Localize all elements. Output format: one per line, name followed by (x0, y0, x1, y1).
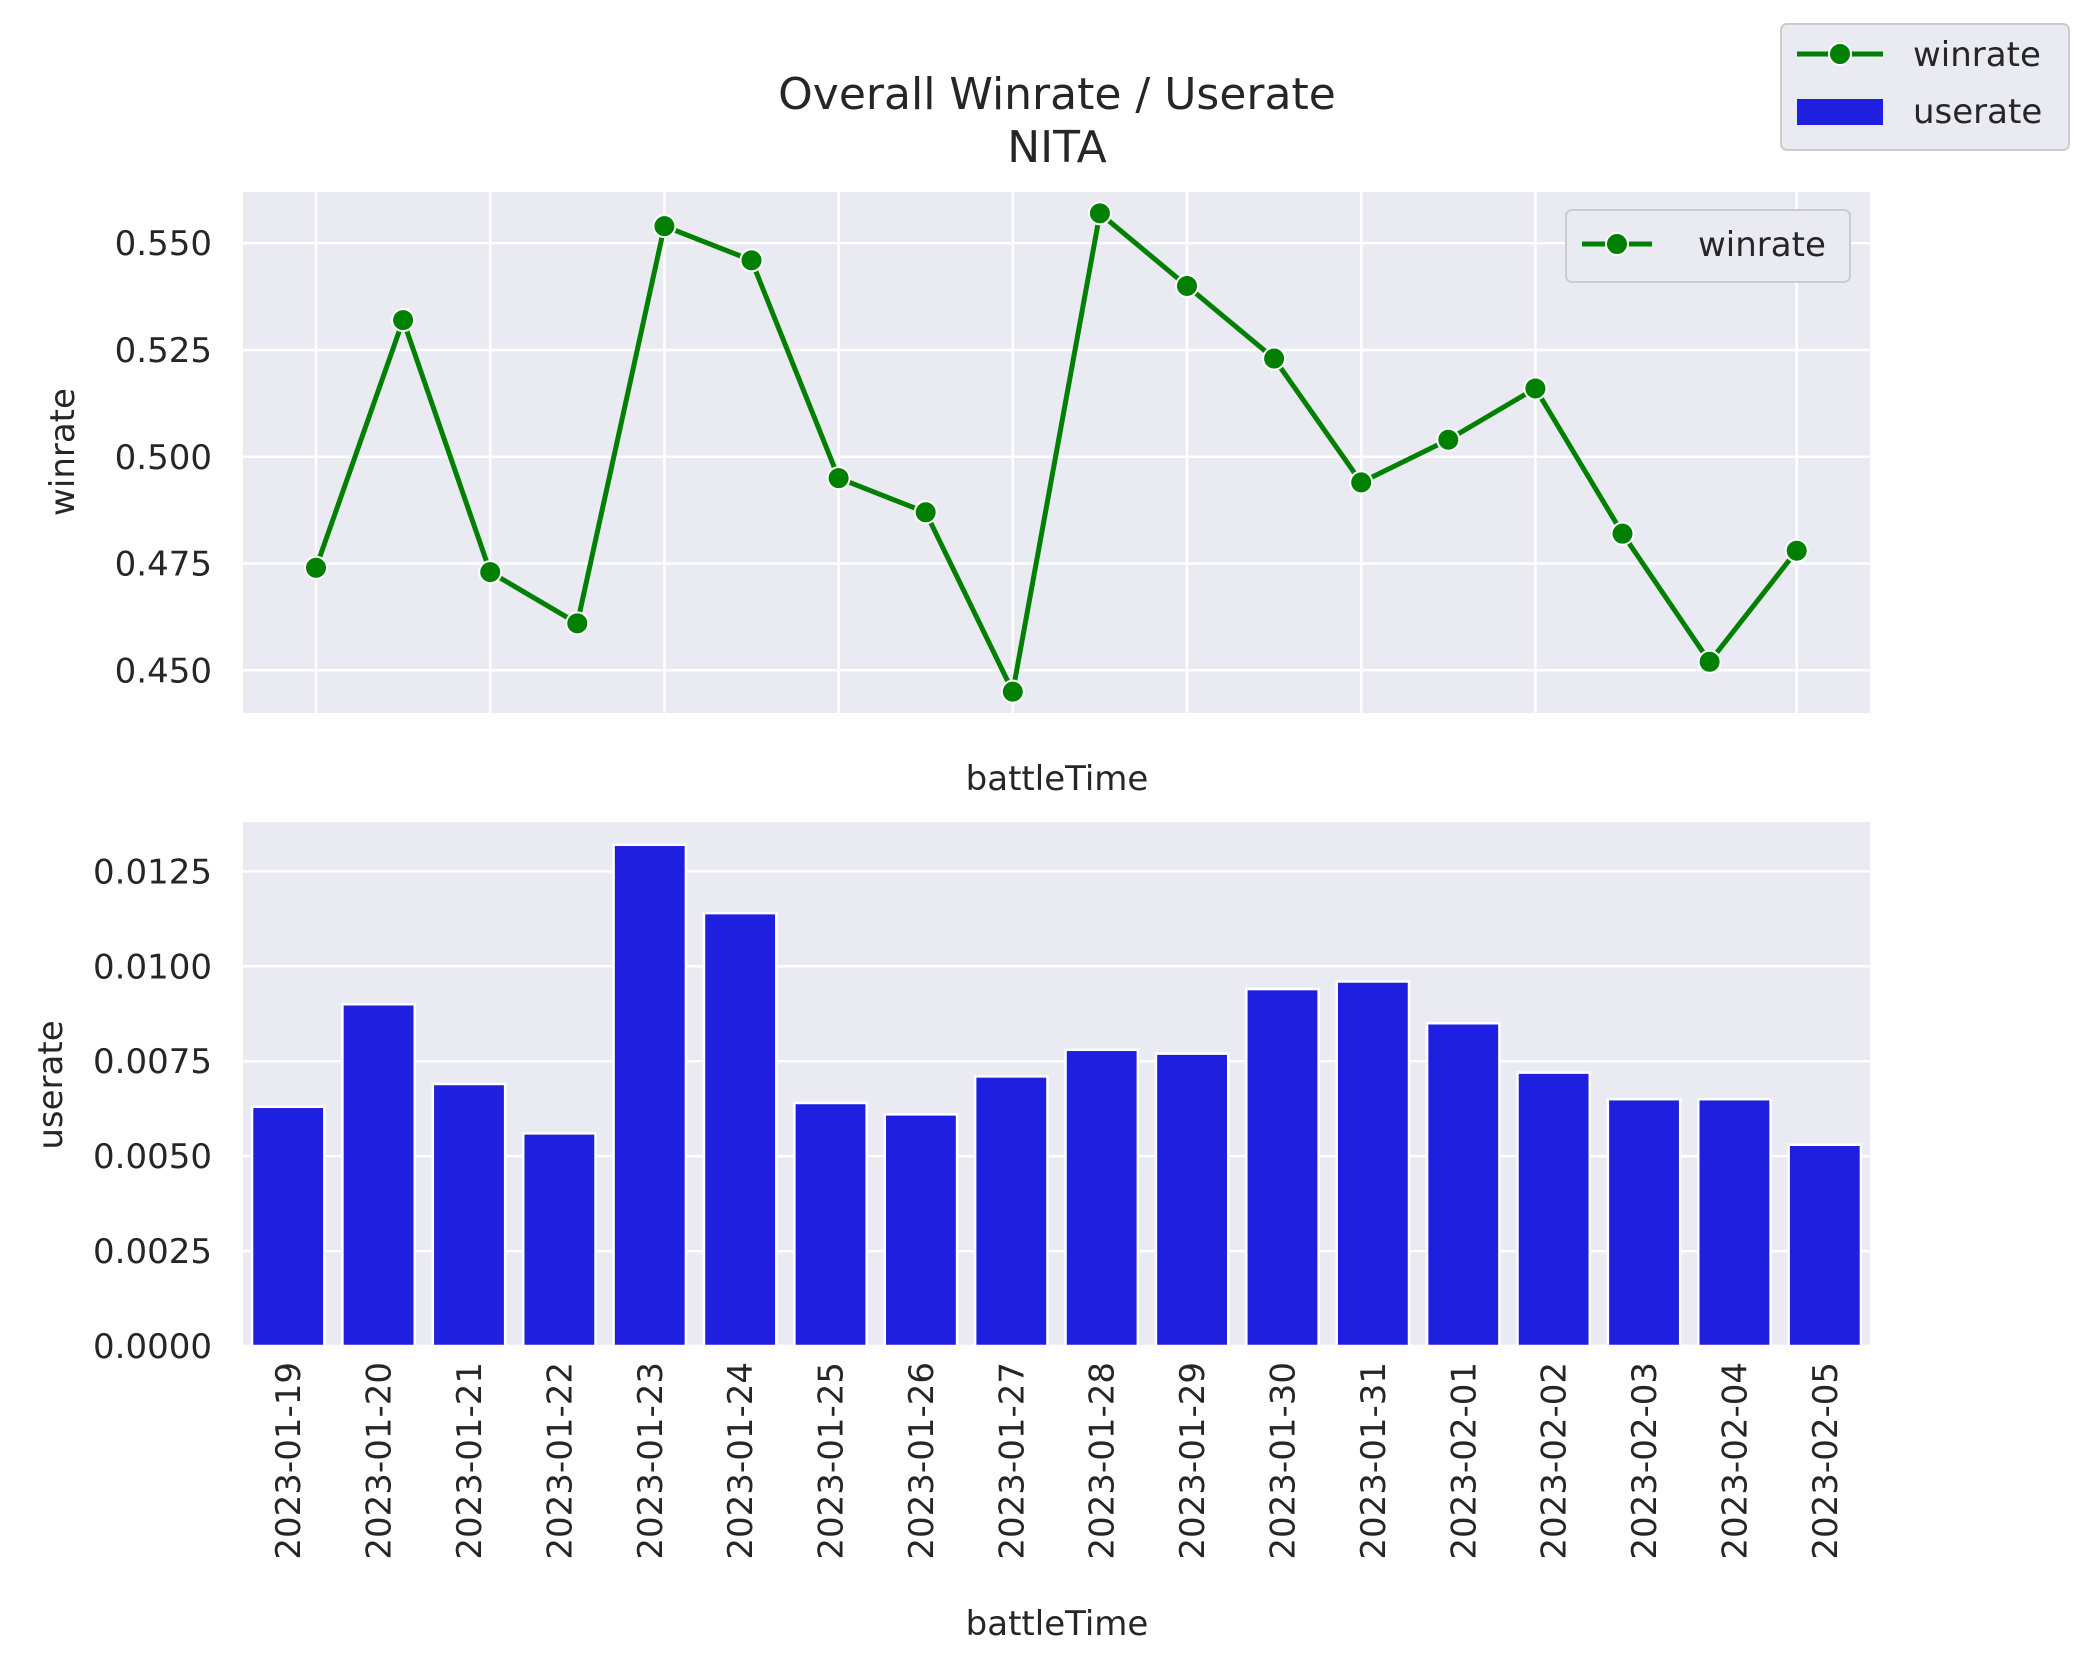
winrate-point (913, 500, 938, 525)
winrate-x-axis-label: battleTime (966, 759, 1149, 799)
winrate-point (478, 560, 503, 585)
winrate-point (739, 248, 764, 273)
userate-x-tick-label: 2023-01-26 (902, 1362, 942, 1560)
winrate-point (826, 466, 851, 491)
figure-legend-winrate-label: winrate (1913, 35, 2041, 75)
winrate-point (1000, 679, 1025, 704)
userate-y-axis-label: userate (31, 1020, 71, 1149)
userate-x-tick-label: 2023-02-02 (1535, 1362, 1575, 1560)
figure-legend: winrate userate (1780, 23, 2070, 151)
userate-bar (1335, 980, 1411, 1348)
winrate-legend-box (1565, 209, 1851, 283)
userate-x-tick-label: 2023-02-04 (1715, 1362, 1755, 1560)
chart-subtitle: NITA (1007, 122, 1106, 173)
winrate-point (652, 214, 677, 239)
userate-y-tick-label: 0.0125 (93, 852, 212, 892)
userate-bar (1516, 1071, 1592, 1348)
userate-bar (973, 1075, 1049, 1348)
winrate-y-tick-label: 0.500 (115, 438, 212, 478)
userate-bar (883, 1113, 959, 1348)
winrate-point (304, 555, 328, 580)
userate-y-tick-label: 0.0075 (93, 1042, 212, 1082)
userate-bar (1154, 1052, 1230, 1348)
userate-x-tick-label: 2023-02-05 (1806, 1362, 1846, 1560)
userate-x-tick-label: 2023-02-03 (1625, 1362, 1665, 1560)
userate-bar (341, 1003, 416, 1348)
userate-bar (1606, 1097, 1682, 1348)
userate-x-axis-label: battleTime (966, 1604, 1149, 1644)
winrate-point (1436, 427, 1461, 452)
userate-bar (431, 1082, 507, 1348)
winrate-y-axis-label: winrate (43, 388, 83, 516)
userate-bar (1787, 1143, 1863, 1348)
userate-x-tick-label: 2023-01-30 (1264, 1362, 1304, 1560)
userate-y-tick-label: 0.0000 (93, 1327, 212, 1367)
userate-x-tick-label: 2023-02-01 (1444, 1362, 1484, 1560)
winrate-y-tick-label: 0.550 (115, 224, 212, 264)
userate-y-tick-label: 0.0100 (93, 947, 212, 987)
userate-bar (521, 1132, 597, 1348)
userate-y-tick-label: 0.0050 (93, 1137, 212, 1177)
winrate-point (1262, 346, 1287, 371)
userate-x-tick-label: 2023-01-20 (360, 1362, 400, 1560)
figure-legend-winrate-marker (1828, 42, 1852, 66)
userate-y-tick-label: 0.0025 (93, 1232, 212, 1272)
userate-bar (1697, 1097, 1772, 1348)
winrate-legend-marker (1605, 232, 1629, 256)
userate-bar (793, 1101, 868, 1348)
winrate-panel: 0.450 0.475 0.500 0.525 0.550 winrate battle… (43, 192, 1870, 799)
userate-x-tick-label: 2023-01-27 (992, 1362, 1032, 1560)
winrate-point (1175, 273, 1199, 298)
userate-x-tick-label: 2023-01-28 (1083, 1362, 1123, 1560)
userate-x-tick-label: 2023-01-21 (450, 1362, 490, 1560)
userate-y-tick-labels: 0.0000 0.0025 0.0050 0.0075 0.0100 0.0125 (93, 852, 212, 1367)
winrate-y-tick-label: 0.525 (115, 331, 212, 371)
winrate-point (1697, 649, 1722, 674)
userate-bars (250, 843, 1863, 1348)
userate-panel: 0.0000 0.0025 0.0050 0.0075 0.0100 0.0125 202… (31, 822, 1870, 1644)
userate-x-tick-label: 2023-01-29 (1173, 1362, 1213, 1560)
userate-panel-background (243, 822, 1870, 1346)
userate-x-tick-label: 2023-01-31 (1354, 1362, 1394, 1560)
winrate-y-tick-labels: 0.450 0.475 0.500 0.525 0.550 (115, 224, 212, 691)
winrate-point (1349, 470, 1374, 495)
winrate-point (1087, 201, 1112, 226)
winrate-legend: winrate (1565, 209, 1851, 283)
userate-bar (1064, 1048, 1140, 1348)
winrate-points (304, 201, 1809, 704)
userate-x-tick-label: 2023-01-19 (269, 1362, 309, 1560)
winrate-point (1610, 521, 1635, 546)
winrate-legend-label: winrate (1698, 225, 1826, 265)
winrate-point (1784, 538, 1809, 563)
userate-gridlines (243, 870, 1870, 1348)
userate-x-tick-label: 2023-01-25 (812, 1362, 852, 1560)
winrate-series-line (313, 210, 1799, 695)
winrate-y-tick-label: 0.450 (115, 651, 212, 691)
userate-bar (1425, 1021, 1501, 1348)
userate-bar (702, 911, 778, 1348)
userate-x-tick-label: 2023-01-23 (631, 1362, 671, 1560)
userate-x-tick-label: 2023-01-24 (721, 1362, 761, 1560)
chart-title: Overall Winrate / Userate (778, 69, 1336, 120)
userate-bar (1245, 987, 1320, 1348)
userate-bar (250, 1105, 326, 1348)
userate-x-tick-label: 2023-01-22 (540, 1362, 580, 1560)
figure-legend-userate-label: userate (1913, 92, 2042, 132)
winrate-point (565, 611, 590, 636)
winrate-y-tick-label: 0.475 (115, 545, 212, 585)
userate-bar (612, 843, 688, 1348)
winrate-point (391, 308, 416, 333)
winrate-point (1523, 376, 1548, 401)
figure-legend-userate-swatch (1797, 99, 1883, 125)
userate-x-tick-labels: 2023-01-19 2023-01-20 2023-01-21 2023-01-22… (269, 1362, 1846, 1560)
